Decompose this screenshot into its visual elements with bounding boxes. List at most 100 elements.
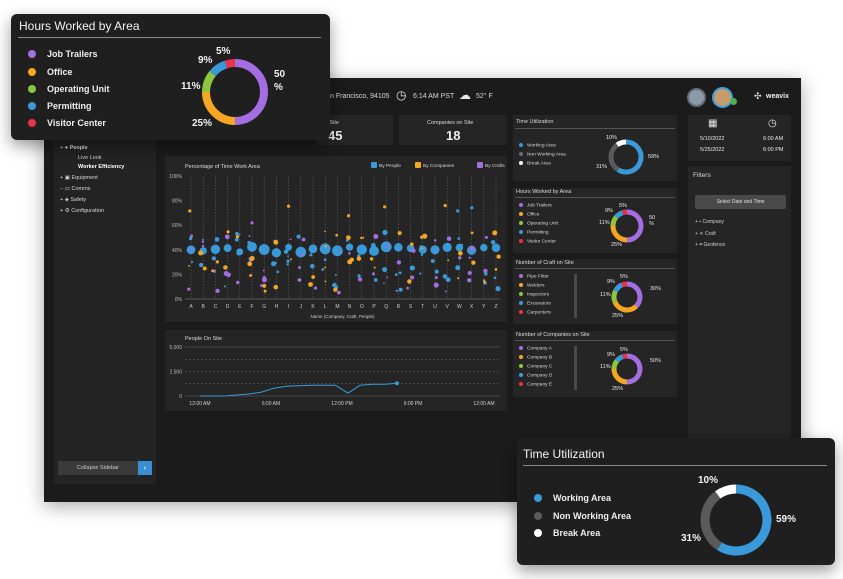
start-time: 6:00 AM: [763, 136, 784, 142]
filter-label: Geofence: [703, 242, 726, 248]
legend-label: Working Area: [527, 143, 556, 149]
pct-label: 9%: [605, 208, 613, 214]
scatter-point: [386, 276, 388, 279]
scatter-point: [286, 204, 291, 208]
scatter-point: [198, 250, 204, 256]
pct-label: 11%: [599, 220, 610, 226]
x-tick-label: Y: [482, 304, 486, 310]
scroll-track[interactable]: [574, 346, 577, 390]
scatter-point: [491, 243, 501, 253]
select-date-time-button[interactable]: Select Date and Time: [695, 195, 786, 209]
x-tick-label: M: [335, 304, 339, 310]
scatter-point: [383, 205, 387, 209]
time-utilization-overlay: Time Utilization Working Area Non Workin…: [517, 438, 835, 565]
x-tick-label: H: [275, 304, 279, 310]
date-range-picker[interactable]: ▦ 5/10/2022 5/25/2022: [688, 115, 758, 161]
x-tick-label: P: [372, 304, 376, 310]
scatter-point: [444, 290, 447, 293]
scatter-point: [484, 235, 488, 239]
weather-icon: ☁: [459, 88, 471, 102]
time-range-picker[interactable]: ◷ 6:00 AM 6:00 PM: [757, 115, 791, 161]
x-tick-label: F: [250, 304, 253, 310]
sidebar-item-live-look[interactable]: Live Look: [78, 155, 102, 161]
scatter-point: [382, 267, 388, 273]
donut-slice-company-d: [615, 354, 624, 363]
scatter-point: [445, 277, 451, 283]
legend-dot: [28, 119, 36, 127]
filters-title: Filters: [693, 172, 711, 179]
donut-slice-job-trailers: [234, 59, 268, 125]
pct-label: 50%: [649, 215, 656, 227]
donut-slice-welders: [612, 300, 638, 313]
scatter-point: [249, 255, 255, 261]
sidebar-item-worker-efficiency[interactable]: Worker Efficiency: [78, 164, 125, 170]
companies-on-site-label: Companies on Site: [427, 120, 474, 126]
x-tick-label: D: [226, 304, 230, 310]
scatter-point: [419, 272, 422, 275]
legend-label: Break Area: [553, 528, 601, 538]
scatter-point: [345, 243, 354, 251]
collapse-sidebar-button[interactable]: Collapse Sidebar: [58, 461, 138, 475]
pct-label: 10%: [698, 475, 719, 486]
donut-slice-break-area: [715, 484, 737, 499]
scatter-point: [226, 272, 231, 278]
sidebar-item-safety[interactable]: + ◈ Safety: [60, 197, 86, 203]
filter-company[interactable]: + ▪ Company: [695, 219, 724, 225]
sidebar-item-comms[interactable]: − ▭ Comms: [60, 186, 90, 192]
scatter-point: [467, 278, 472, 283]
sidebar-item-equipment[interactable]: + ▣ Equipment: [60, 175, 98, 181]
scatter-point: [235, 235, 240, 239]
x-tick-label: B: [202, 304, 206, 310]
legend-dot: [519, 212, 523, 216]
legend-label: Visitor Center: [47, 118, 106, 128]
sidebar-item-people[interactable]: + ● People: [60, 145, 88, 151]
legend-pipe-fitter: Pipe Fitter: [519, 274, 549, 279]
hours-overlay-title: Hours Worked by Area: [19, 19, 140, 33]
chevron-left-icon[interactable]: ‹: [138, 461, 152, 475]
legend-dot: [519, 221, 523, 225]
scatter-point: [455, 243, 464, 252]
legend-dot: [519, 364, 523, 368]
person-icon: ●: [64, 145, 69, 151]
scatter-point: [211, 256, 216, 261]
scatter-point: [319, 243, 331, 255]
donut-slice-company-a: [626, 353, 643, 385]
scatter-point: [215, 288, 220, 294]
donut-slice-working-area: [616, 139, 644, 175]
x-tick-label: U: [433, 304, 437, 310]
x-tick-label: K: [311, 304, 315, 310]
scatter-point: [480, 243, 488, 252]
scatter-point: [467, 270, 472, 276]
scatter-point: [273, 284, 279, 290]
legend-visitor-center: Visitor Center: [519, 239, 556, 244]
avatar[interactable]: [712, 87, 733, 108]
filter-craft[interactable]: + ✕ Craft: [695, 231, 716, 237]
donut-slice-company-b: [611, 368, 628, 385]
scatter-point: [286, 263, 289, 266]
scatter-point: [223, 244, 232, 253]
legend-dot: [519, 373, 523, 377]
scatter-point: [262, 269, 265, 272]
legend-checkbox[interactable]: [477, 162, 483, 168]
scatter-point: [335, 233, 338, 237]
scatter-point: [260, 284, 263, 288]
legend-company-d: Company D: [519, 373, 552, 378]
device-button[interactable]: [687, 88, 706, 107]
scatter-point: [211, 269, 214, 273]
legend-checkbox[interactable]: [371, 162, 377, 168]
pct-label: 5%: [216, 46, 231, 57]
scatter-point: [383, 282, 385, 284]
legend-checkbox[interactable]: [415, 162, 421, 168]
filter-geofence[interactable]: + ⌗ Geofence: [695, 242, 725, 248]
scatter-point: [274, 261, 277, 265]
scatter-point: [407, 279, 412, 284]
legend-label: By Companies: [423, 163, 455, 169]
companies-on-site-card: Companies on Site 18: [399, 115, 507, 145]
sidebar-item-configuration[interactable]: + ⚙ Configuration: [60, 208, 104, 214]
donut-slice-office: [610, 225, 628, 243]
tools-icon: ✕: [699, 231, 704, 237]
y-tick-label: 40%: [172, 248, 183, 254]
scroll-track[interactable]: [574, 274, 577, 318]
scatter-point: [492, 230, 498, 236]
pct-label: 9%: [607, 352, 615, 358]
